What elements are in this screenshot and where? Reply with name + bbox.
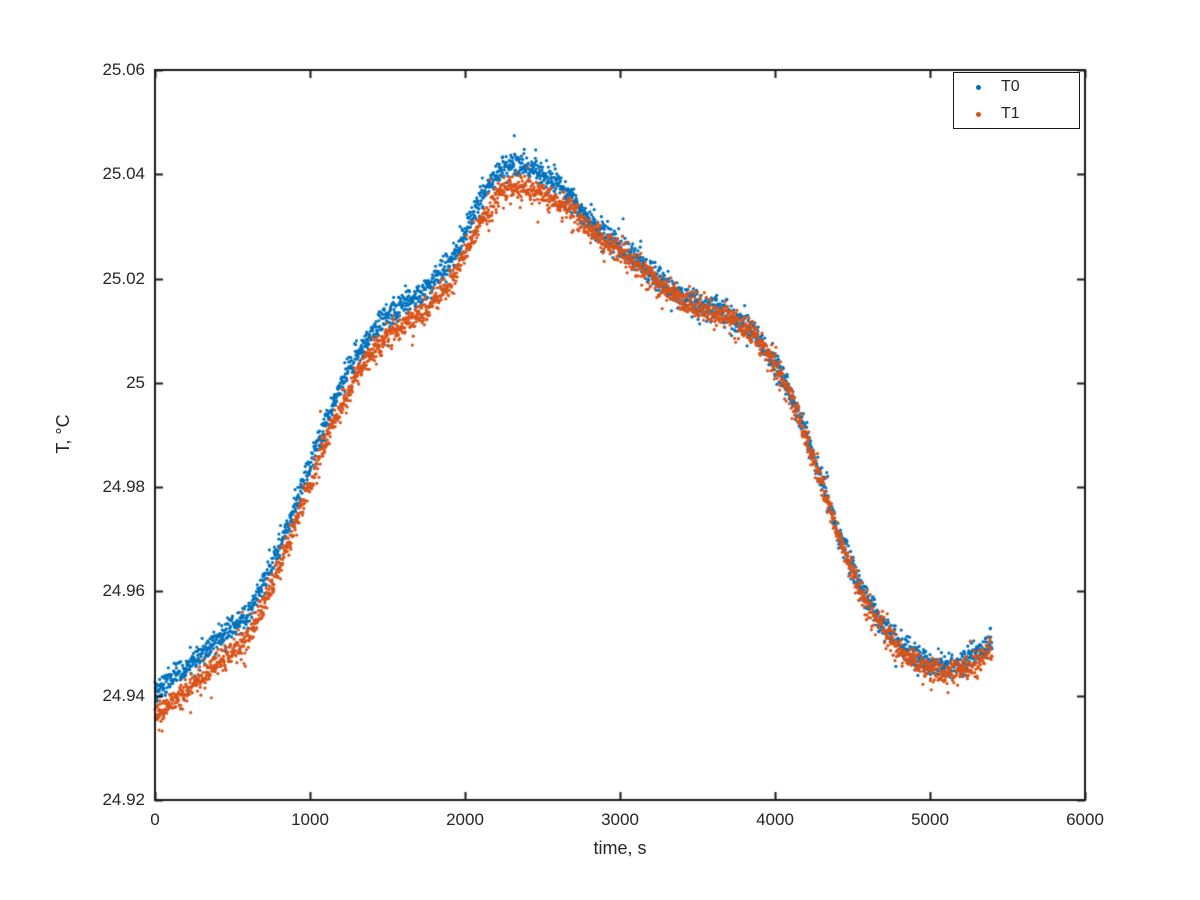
legend-item: T1	[954, 101, 1079, 127]
legend-label: T0	[1001, 78, 1020, 95]
legend-label: T1	[1001, 105, 1020, 122]
x-tick-label: 5000	[911, 810, 949, 829]
legend-marker-dot-icon	[976, 111, 981, 117]
x-tick-label: 2000	[446, 810, 484, 829]
x-tick-label: 6000	[1066, 810, 1104, 829]
y-tick-label: 25.04	[102, 164, 145, 184]
legend-item: T0	[954, 74, 1079, 100]
y-tick-label: 25.06	[102, 60, 145, 79]
x-axis-label: time, s	[593, 838, 647, 858]
y-tick-label: 24.98	[102, 477, 145, 497]
x-tick-label: 1000	[291, 810, 329, 829]
x-tick-label: 0	[150, 810, 160, 829]
y-tick-label: 25.02	[102, 268, 145, 288]
x-tick-label: 4000	[756, 810, 794, 829]
y-tick-label: 25	[126, 372, 145, 392]
x-tick-label: 3000	[601, 810, 639, 829]
y-tick-label: 24.92	[102, 790, 145, 809]
legend-marker-dot-icon	[976, 84, 981, 90]
legend: T0 T1	[953, 72, 1080, 129]
y-tick-label: 24.94	[102, 685, 145, 705]
y-tick-label: 24.96	[102, 581, 145, 601]
